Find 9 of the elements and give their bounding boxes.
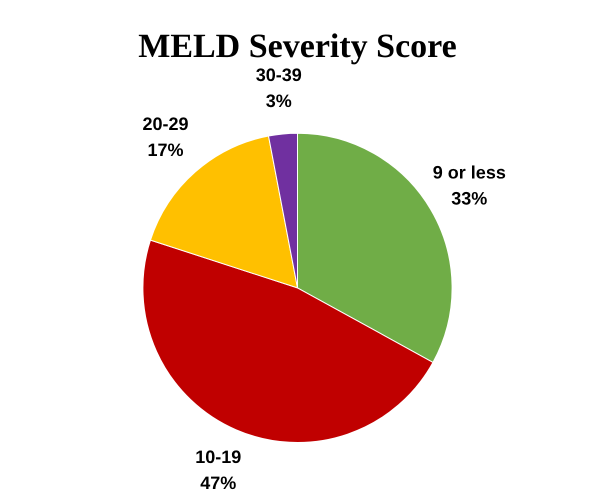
data-label: 3% — [266, 91, 292, 112]
data-label: 17% — [147, 140, 184, 160]
slice-label: 9 or less — [432, 162, 506, 182]
slice-label: 10-19 — [195, 447, 242, 468]
data-label: 33% — [451, 188, 488, 208]
slice-label: 30-39 — [256, 65, 302, 86]
chart-title: MELD Severity Score — [138, 28, 457, 66]
slice-label: 20-29 — [142, 114, 189, 134]
data-label: 47% — [200, 473, 236, 491]
